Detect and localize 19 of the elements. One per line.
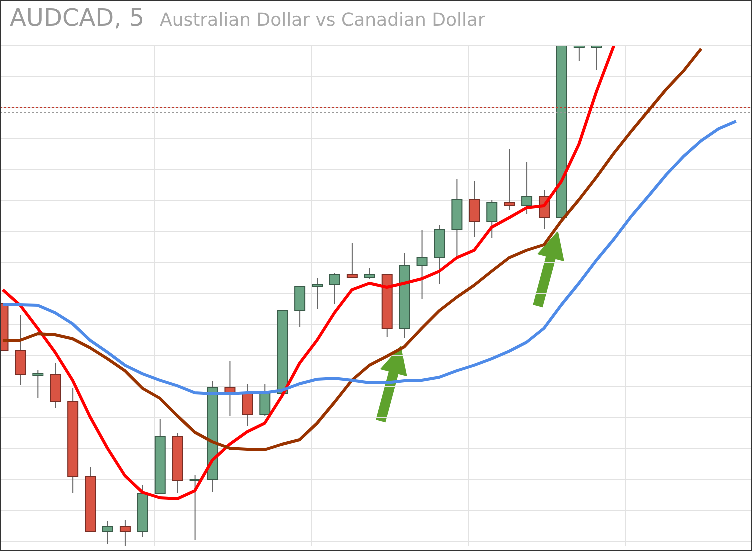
candlestick (364, 268, 376, 280)
candlestick (504, 148, 516, 210)
candlestick (346, 242, 358, 278)
candlestick (486, 200, 498, 239)
candlestick (574, 46, 585, 62)
candlestick (260, 384, 271, 416)
candlestick (522, 162, 533, 215)
candlestick (416, 230, 428, 300)
candlestick (329, 273, 340, 304)
candlestick (120, 520, 131, 546)
candlestick (102, 520, 114, 544)
candlestick (242, 384, 254, 427)
candlestick (312, 278, 324, 310)
chart-title: AUDCAD, 5 (10, 4, 145, 32)
candlestick (469, 181, 480, 238)
candlestick (15, 314, 26, 386)
candlestick (591, 46, 602, 70)
candlestick (32, 370, 44, 399)
chart-subtitle: Australian Dollar vs Canadian Dollar (160, 10, 486, 31)
